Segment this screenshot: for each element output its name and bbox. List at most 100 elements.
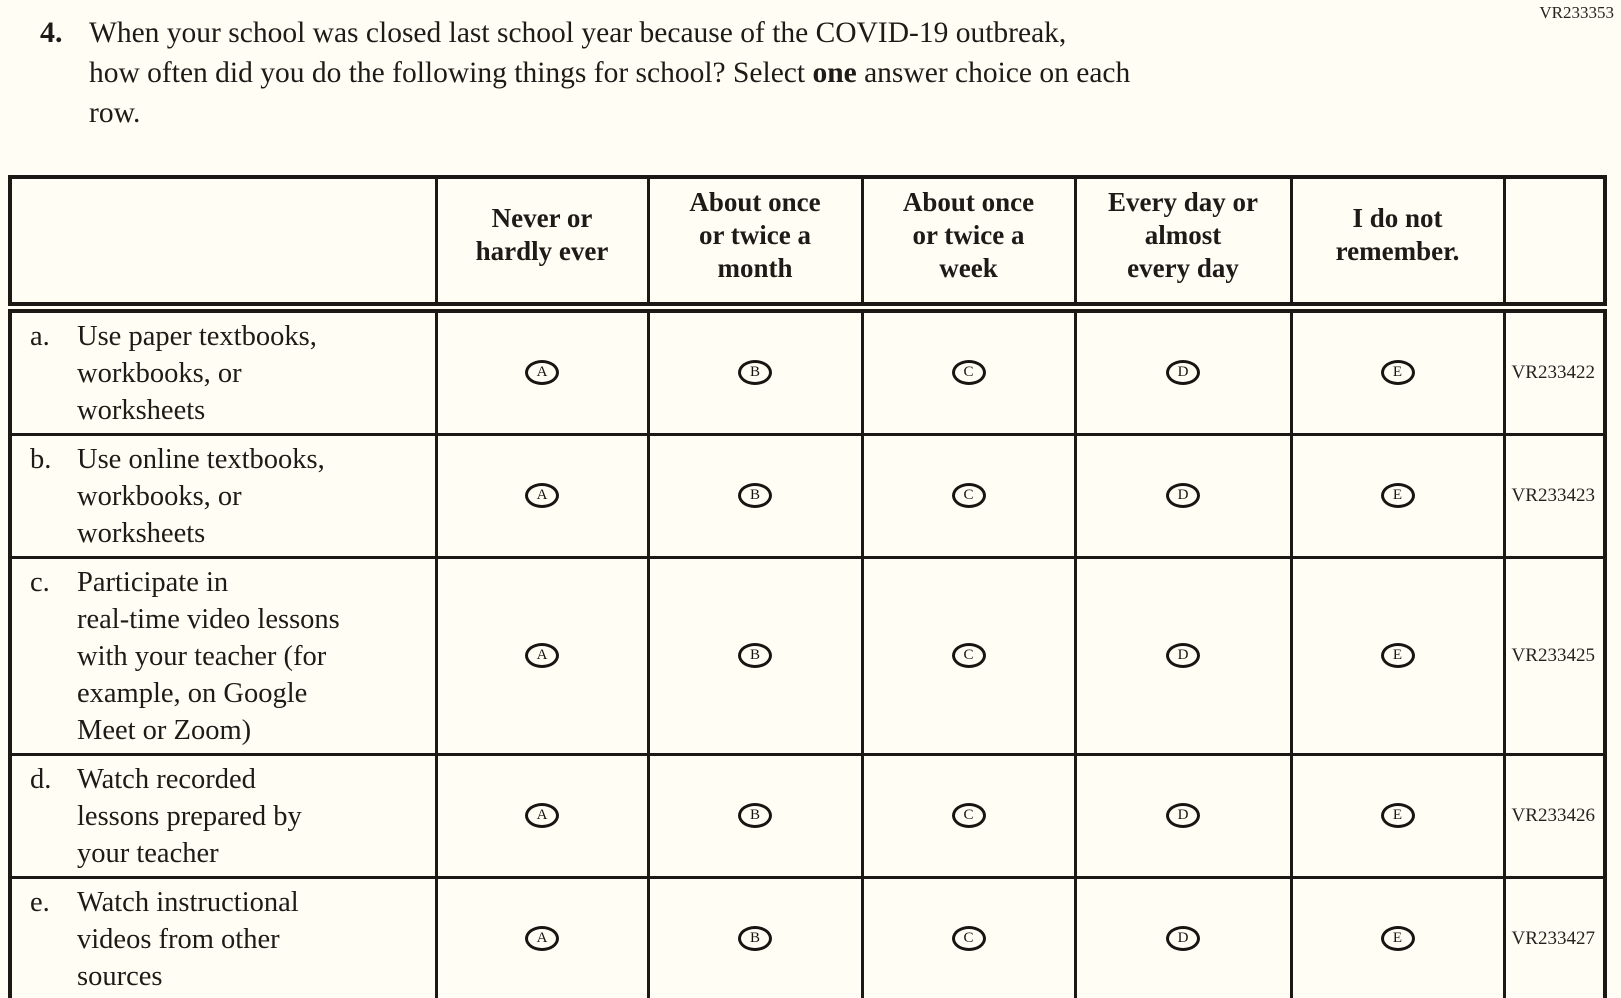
answer-bubble-cell: C <box>860 875 1077 998</box>
row-letter: c. <box>30 566 50 598</box>
row-code: VR233422 <box>1511 361 1595 383</box>
row-label-cell: e. Watch instructional videos from other… <box>8 875 438 998</box>
row-label-cell: b. Use online textbooks, workbooks, or w… <box>8 432 438 559</box>
answer-bubble-c[interactable]: C <box>951 926 986 951</box>
table-row: b. Use online textbooks, workbooks, or w… <box>8 432 1607 559</box>
row-code-cell: VR233422 <box>1502 305 1607 436</box>
answer-bubble-cell: D <box>1073 752 1293 879</box>
row-label-wrap: c. Participate in real-time video lesson… <box>30 564 429 749</box>
row-code-cell: VR233423 <box>1502 432 1607 559</box>
answer-bubble-cell: B <box>646 752 864 879</box>
row-label: Participate in real-time video lessons w… <box>77 566 340 746</box>
answer-bubble-cell: C <box>860 432 1077 559</box>
header-cell-once-twice-month: About once or twice a month <box>646 175 864 313</box>
answer-bubble-e[interactable]: E <box>1380 926 1415 951</box>
row-label-cell: c. Participate in real-time video lesson… <box>8 555 438 756</box>
answer-bubble-d[interactable]: D <box>1166 483 1200 508</box>
row-label: Use online textbooks, workbooks, or work… <box>77 443 325 549</box>
row-label-wrap: b. Use online textbooks, workbooks, or w… <box>30 441 429 552</box>
header-cell-do-not-remember: I do not remember. <box>1289 175 1506 313</box>
header-cell-every-day: Every day or almost every day <box>1073 175 1293 313</box>
answer-bubble-a[interactable]: A <box>525 926 559 951</box>
row-label: Watch instructional videos from other so… <box>77 886 299 992</box>
answer-bubble-a[interactable]: A <box>525 360 559 385</box>
question-text: When your school was closed last school … <box>89 13 1380 133</box>
answer-bubble-b[interactable]: B <box>738 643 772 668</box>
answer-bubble-cell: A <box>434 875 650 998</box>
answer-bubble-cell: D <box>1073 875 1293 998</box>
answer-bubble-cell: A <box>434 752 650 879</box>
answer-bubble-b[interactable]: B <box>738 803 772 828</box>
row-label: Watch recorded lessons prepared by your … <box>77 763 302 869</box>
table-row: e. Watch instructional videos from other… <box>8 875 1607 998</box>
answer-bubble-b[interactable]: B <box>738 360 772 385</box>
question-block: 4. When your school was closed last scho… <box>40 13 1380 133</box>
table-row: d. Watch recorded lessons prepared by yo… <box>8 752 1607 879</box>
header-cell-code-empty <box>1502 175 1607 313</box>
row-letter: a. <box>30 320 50 352</box>
answer-bubble-e[interactable]: E <box>1380 360 1415 385</box>
header-cell-never: Never or hardly ever <box>434 175 650 313</box>
row-letter: d. <box>30 763 52 795</box>
answer-bubble-cell: B <box>646 305 864 436</box>
answer-bubble-b[interactable]: B <box>738 926 772 951</box>
answer-bubble-c[interactable]: C <box>951 360 986 385</box>
row-label-wrap: a. Use paper textbooks, workbooks, or wo… <box>30 318 429 429</box>
row-label-cell: a. Use paper textbooks, workbooks, or wo… <box>8 305 438 436</box>
answer-bubble-e[interactable]: E <box>1380 803 1415 828</box>
question-number: 4. <box>40 16 63 49</box>
answer-bubble-c[interactable]: C <box>951 803 986 828</box>
answer-bubble-cell: E <box>1289 752 1506 879</box>
answer-bubble-cell: D <box>1073 432 1293 559</box>
answer-bubble-d[interactable]: D <box>1166 360 1200 385</box>
row-label-wrap: e. Watch instructional videos from other… <box>30 884 429 995</box>
row-letter: b. <box>30 443 52 475</box>
answer-bubble-d[interactable]: D <box>1166 926 1200 951</box>
answer-bubble-d[interactable]: D <box>1166 643 1200 668</box>
answer-bubble-cell: B <box>646 875 864 998</box>
row-code-cell: VR233425 <box>1502 555 1607 756</box>
row-letter: e. <box>30 886 50 918</box>
table-row: a. Use paper textbooks, workbooks, or wo… <box>8 305 1607 436</box>
answer-bubble-c[interactable]: C <box>951 483 986 508</box>
answer-bubble-a[interactable]: A <box>525 803 559 828</box>
row-label-wrap: d. Watch recorded lessons prepared by yo… <box>30 761 429 872</box>
row-label: Use paper textbooks, workbooks, or works… <box>77 320 317 426</box>
answer-bubble-cell: E <box>1289 305 1506 436</box>
table-header-row: Never or hardly ever About once or twice… <box>8 175 1607 313</box>
row-code: VR233423 <box>1511 484 1595 506</box>
answer-bubble-e[interactable]: E <box>1380 643 1415 668</box>
answer-bubble-cell: B <box>646 555 864 756</box>
answer-bubble-cell: C <box>860 305 1077 436</box>
answer-bubble-c[interactable]: C <box>951 643 986 668</box>
question-table: Never or hardly ever About once or twice… <box>8 175 1607 998</box>
question-text-bold-word: one <box>812 57 857 89</box>
header-cell-empty <box>8 175 438 313</box>
answer-bubble-cell: A <box>434 555 650 756</box>
answer-bubble-cell: E <box>1289 432 1506 559</box>
page-corner-code: VR233353 <box>1539 3 1614 22</box>
header-cell-once-twice-week: About once or twice a week <box>860 175 1077 313</box>
answer-bubble-cell: E <box>1289 875 1506 998</box>
answer-bubble-b[interactable]: B <box>738 483 772 508</box>
answer-bubble-e[interactable]: E <box>1380 483 1415 508</box>
answer-bubble-cell: A <box>434 432 650 559</box>
answer-bubble-a[interactable]: A <box>525 483 559 508</box>
row-code: VR233425 <box>1511 644 1595 666</box>
answer-bubble-d[interactable]: D <box>1166 803 1200 828</box>
answer-bubble-cell: E <box>1289 555 1506 756</box>
answer-bubble-cell: C <box>860 555 1077 756</box>
answer-bubble-cell: A <box>434 305 650 436</box>
answer-bubble-cell: D <box>1073 555 1293 756</box>
answer-bubble-cell: C <box>860 752 1077 879</box>
answer-bubble-cell: B <box>646 432 864 559</box>
table-row: c. Participate in real-time video lesson… <box>8 555 1607 756</box>
row-code: VR233426 <box>1511 804 1595 826</box>
row-label-cell: d. Watch recorded lessons prepared by yo… <box>8 752 438 879</box>
question-text-before: When your school was closed last school … <box>89 17 1067 89</box>
answer-bubble-cell: D <box>1073 305 1293 436</box>
answer-bubble-a[interactable]: A <box>525 643 559 668</box>
row-code-cell: VR233426 <box>1502 752 1607 879</box>
question-text-after: answer choice on each row. <box>89 57 1131 129</box>
